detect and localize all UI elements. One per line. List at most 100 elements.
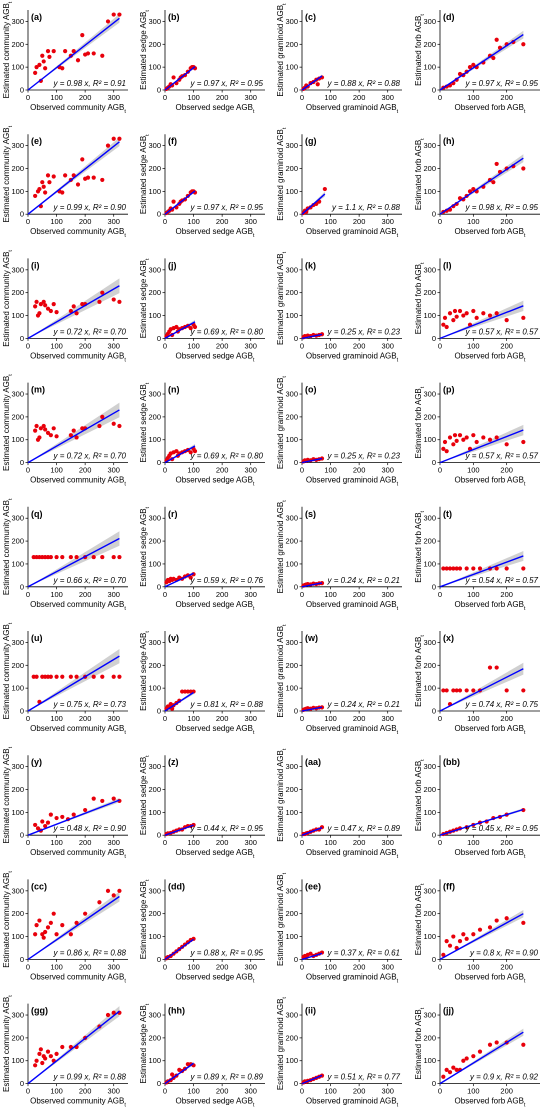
x-tick-label: 0	[163, 466, 167, 475]
y-axis-title-subscript: t	[8, 1, 14, 3]
data-point	[60, 66, 65, 71]
x-tick-label: 200	[353, 1087, 366, 1096]
y-axis-title-subscript: t	[145, 10, 151, 12]
x-axis-title: Observed community AGBt	[30, 1097, 126, 1109]
y-tick-label: 300	[148, 1011, 161, 1020]
panel-letter: (y)	[31, 757, 42, 767]
x-tick-label: 300	[107, 1087, 120, 1096]
y-tick-label: 200	[148, 288, 161, 297]
data-point	[444, 449, 449, 454]
data-point	[60, 814, 65, 820]
data-point	[37, 311, 42, 316]
y-tick-label: 300	[148, 141, 161, 150]
data-point	[54, 310, 59, 315]
data-point	[45, 430, 51, 435]
regression-equation: y = 0.72 x, R² = 0.70	[53, 452, 127, 461]
x-axis-title-subscript: t	[253, 233, 255, 239]
panel-c: 0 100 200 300 0 100 200 300 (c) y = 0.88 x, R² = …	[276, 3, 402, 115]
panel-letter: (v)	[168, 633, 179, 643]
x-axis-title: Observed community AGBt	[30, 227, 126, 239]
panel-letter: (l)	[443, 260, 452, 270]
x-tick-label: 0	[163, 838, 167, 847]
y-tick-label: 300	[423, 141, 436, 150]
panel-letter: (q)	[31, 509, 43, 519]
data-point	[477, 566, 483, 571]
data-point	[45, 925, 51, 930]
data-point	[75, 182, 81, 187]
x-tick-label: 200	[79, 962, 92, 971]
regression-equation: y = 0.44 x, R² = 0.95	[190, 824, 264, 833]
panel-q: 0 100 200 300 0 100 200 300 (q) y = 0.66 x, R² = …	[2, 498, 128, 612]
y-tick-label: 100	[423, 559, 436, 568]
data-point	[447, 435, 453, 440]
y-axis-title: Estimated community AGBt	[2, 622, 14, 719]
regression-equation: y = 0.98 x, R² = 0.91	[53, 79, 126, 88]
data-point	[521, 920, 526, 925]
data-point	[441, 952, 446, 957]
data-point	[97, 423, 102, 429]
data-point	[521, 315, 526, 320]
x-tick-label: 100	[324, 466, 337, 475]
data-point	[100, 414, 105, 419]
data-point	[40, 180, 45, 185]
x-tick-label: 100	[467, 590, 480, 599]
data-point	[457, 566, 463, 571]
y-tick-label: 300	[423, 390, 436, 399]
x-tick-label: 300	[107, 590, 120, 599]
data-point	[111, 796, 116, 801]
y-tick-label: 100	[11, 187, 24, 196]
regression-equation: y = 0.66 x, R² = 0.70	[53, 576, 127, 585]
x-tick-label: 0	[300, 341, 304, 350]
x-tick-label: 0	[300, 217, 304, 226]
y-tick-label: 300	[423, 638, 436, 647]
y-tick-label: 200	[423, 40, 436, 49]
data-point	[454, 566, 459, 571]
fit-line	[439, 429, 524, 464]
data-point	[48, 554, 53, 560]
x-axis-title: Observed forb AGBt	[455, 351, 526, 363]
data-point	[68, 932, 73, 937]
x-axis-title: Observed sedge AGBt	[176, 724, 255, 736]
y-axis-title-subscript: t	[420, 759, 426, 761]
x-axis-title-subscript: t	[524, 109, 526, 115]
x-tick-label: 200	[500, 466, 513, 475]
y-axis-title: Estimated community AGBt	[2, 374, 14, 471]
panel-u: 0 100 200 300 0 100 200 300 (u) y = 0.75 x, R² = …	[2, 622, 128, 736]
x-tick-label: 100	[187, 714, 200, 723]
data-point	[481, 435, 486, 440]
data-point	[41, 184, 46, 189]
y-tick-label: 100	[285, 559, 298, 568]
x-tick-label: 200	[216, 466, 229, 475]
x-axis-title-subscript: t	[124, 233, 126, 239]
data-point	[192, 449, 198, 454]
panel-letter: (f)	[168, 136, 177, 146]
x-tick-label: 0	[26, 466, 30, 475]
data-point	[188, 326, 193, 331]
fit-line	[164, 691, 194, 712]
x-axis-title: Observed community AGBt	[30, 848, 126, 860]
y-axis-title-subscript: t	[420, 510, 426, 512]
x-axis-title: Observed forb AGBt	[455, 848, 526, 860]
data-point	[71, 304, 76, 309]
x-tick-label: 200	[79, 466, 92, 475]
data-point	[60, 923, 65, 928]
confidence-band	[165, 1061, 194, 1084]
panel-letter: (gg)	[31, 1006, 48, 1016]
y-tick-label: 0	[432, 582, 436, 591]
y-tick-label: 200	[285, 412, 298, 421]
y-tick-label: 300	[285, 514, 298, 523]
panel-letter: (bb)	[443, 757, 460, 767]
x-tick-label: 100	[324, 1087, 337, 1096]
y-axis-title-subscript: t	[145, 258, 151, 260]
regression-equation: y = 0.88 x, R² = 0.95	[190, 948, 264, 957]
y-tick-label: 100	[148, 435, 161, 444]
y-tick-label: 300	[11, 638, 24, 647]
y-tick-label: 0	[20, 458, 24, 467]
x-axis-title: Observed community AGBt	[30, 724, 126, 736]
y-tick-label: 100	[11, 1056, 24, 1065]
y-tick-label: 0	[294, 955, 298, 964]
data-point	[447, 566, 453, 571]
x-axis-title: Observed sedge AGBt	[176, 351, 255, 363]
data-point	[494, 435, 499, 440]
data-point	[48, 674, 53, 679]
